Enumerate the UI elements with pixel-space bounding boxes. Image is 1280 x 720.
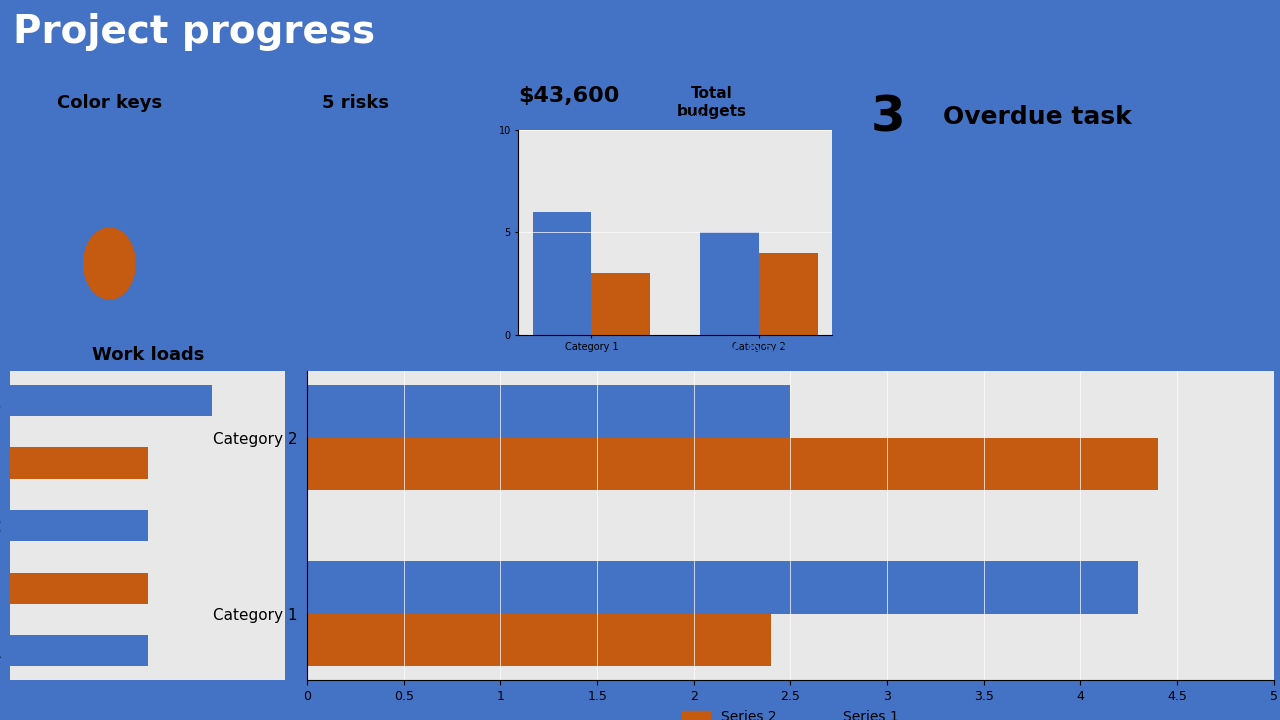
Legend: Series 2, Series 1: Series 2, Series 1 (676, 704, 905, 720)
Text: Project progress: Project progress (13, 13, 375, 50)
Bar (532, 212, 591, 335)
Circle shape (83, 132, 136, 203)
Text: Overdue task: Overdue task (294, 150, 415, 168)
Title: Work loads: Work loads (92, 346, 204, 364)
Bar (307, 613, 771, 666)
Bar (10, 510, 147, 541)
Bar (307, 561, 1138, 613)
Text: employee Overdue task: employee Overdue task (955, 225, 1089, 235)
Circle shape (83, 228, 136, 299)
Bar (307, 438, 1157, 490)
Title: Chart Title: Chart Title (639, 114, 712, 128)
Text: Overdue task: Overdue task (943, 105, 1132, 129)
Legend: Series 1, Series 2: Series 1, Series 2 (607, 413, 744, 429)
Text: Color keys: Color keys (56, 94, 163, 112)
Bar (10, 447, 147, 479)
Text: employee  Overdue task: employee Overdue task (294, 212, 465, 227)
Text: !: ! (1142, 307, 1149, 321)
Title: Chart Title: Chart Title (732, 341, 849, 361)
Text: !: ! (352, 307, 358, 321)
Bar (10, 385, 212, 416)
Text: 3: 3 (883, 159, 908, 192)
Text: 3: 3 (872, 94, 906, 142)
Bar (10, 635, 147, 666)
Bar (591, 273, 650, 335)
Text: 2: 2 (883, 214, 906, 247)
Text: 5 risks: 5 risks (321, 94, 389, 112)
Text: 2: 2 (246, 199, 274, 240)
Bar (307, 385, 790, 438)
Text: Total
budgets: Total budgets (677, 86, 748, 120)
Bar (10, 572, 147, 604)
Text: 3: 3 (246, 138, 274, 181)
Bar (700, 232, 759, 335)
Text: Overdue task: Overdue task (955, 169, 1048, 183)
Bar (759, 253, 818, 335)
Text: $43,600: $43,600 (518, 86, 620, 106)
